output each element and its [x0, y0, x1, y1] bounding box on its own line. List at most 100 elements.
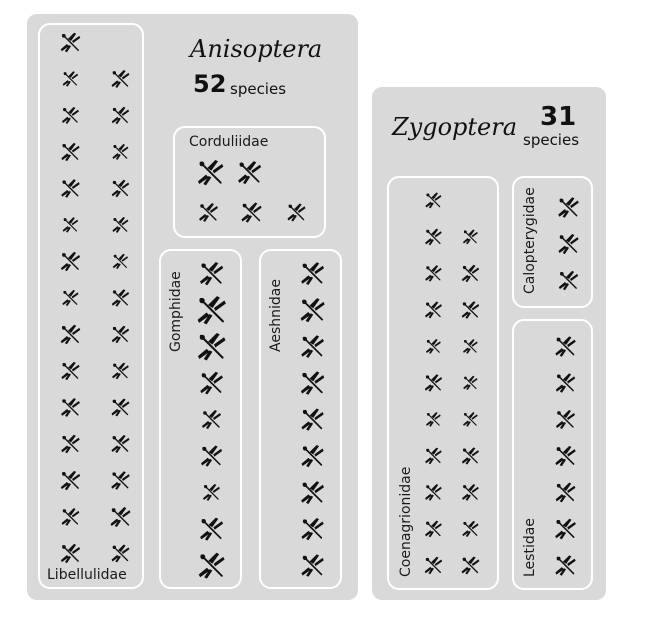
dragonfly-icon [300, 261, 325, 286]
dragonfly-icon [554, 554, 577, 577]
dragonfly-icon [110, 470, 131, 491]
dragonfly-icon [300, 517, 325, 542]
suborder-title: Anisoptera [190, 35, 323, 63]
dragonfly-icon [60, 324, 82, 346]
dragonfly-icon [424, 300, 443, 320]
dragonfly-icon [111, 216, 129, 234]
family-box-coenagrionidae [387, 176, 499, 590]
dragonfly-icon [110, 434, 131, 454]
dragonfly-icon [60, 142, 81, 162]
family-label-libellulidae: Libellulidae [47, 567, 127, 583]
dragonfly-icon [300, 480, 325, 505]
dragonfly-icon [61, 289, 80, 307]
dragonfly-icon [60, 178, 81, 199]
dragonfly-icon [199, 370, 224, 396]
family-box-calopterygidae [512, 176, 593, 308]
species-unit-label: species [230, 80, 287, 98]
dragonfly-icon [198, 202, 219, 223]
dragonfly-icon [197, 159, 225, 187]
dragonfly-icon [554, 335, 577, 358]
dragonfly-icon [460, 555, 481, 576]
dragonfly-icon [461, 520, 480, 538]
dragonfly-icon [111, 288, 130, 308]
dragonfly-icon [554, 517, 577, 541]
dragonfly-icon [111, 143, 129, 161]
dragonfly-icon [462, 375, 479, 391]
dragonfly-icon [196, 331, 227, 362]
dragonfly-icon [200, 444, 223, 468]
dragonfly-icon [60, 434, 81, 454]
dragonfly-icon [237, 160, 262, 185]
dragonfly-icon [425, 411, 442, 428]
dragonfly-icon [300, 553, 325, 578]
dragonfly-icon [424, 483, 443, 502]
dragonfly-icon [111, 325, 130, 344]
family-box-libellulidae [38, 23, 144, 589]
dragonfly-icon [201, 409, 222, 430]
dragonfly-icon [555, 372, 576, 394]
dragonfly-icon [424, 519, 443, 538]
dragonfly-icon [60, 543, 81, 564]
dragonfly-icon [110, 69, 131, 89]
dragonfly-icon [110, 397, 131, 418]
dragonfly-icon [240, 201, 263, 224]
dragonfly-icon [300, 370, 326, 396]
dragonfly-icon [199, 516, 224, 542]
dragonfly-icon [424, 228, 443, 246]
dragonfly-icon [424, 447, 443, 465]
dragonfly-icon [558, 270, 579, 291]
dragonfly-icon [60, 361, 81, 381]
dragonfly-icon [461, 300, 480, 320]
dragonfly-icon [557, 233, 580, 255]
dragonfly-icon [424, 373, 443, 393]
family-label-corduliidae: Corduliidae [189, 134, 269, 150]
dragonfly-icon [62, 70, 79, 88]
dragonfly-icon [111, 106, 130, 125]
dragonfly-icon [62, 216, 79, 234]
family-box-lestidae [512, 319, 593, 590]
dragonfly-icon [462, 228, 479, 245]
species-count: 31 [540, 102, 577, 132]
dragonfly-icon [286, 202, 307, 223]
dragonfly-icon [300, 334, 325, 359]
dragonfly-icon [461, 264, 480, 283]
dragonfly-icon [424, 556, 443, 575]
dragonfly-icon [61, 106, 80, 125]
dragonfly-icon [424, 191, 442, 209]
dragonfly-icon [461, 483, 480, 502]
dragonfly-icon [60, 507, 80, 527]
dragonfly-icon [555, 409, 576, 430]
dragonfly-icon [202, 483, 221, 502]
dragonfly-icon [111, 179, 130, 198]
species-unit-label: species [523, 131, 580, 149]
family-box-corduliidae [173, 126, 326, 238]
dragonfly-icon [300, 407, 325, 432]
dragonfly-icon [461, 446, 480, 466]
dragonfly-icon [462, 338, 479, 355]
dragonfly-icon [60, 251, 81, 272]
species-count: 52 [193, 70, 227, 98]
dragonfly-icon [300, 444, 325, 469]
family-box-gomphidae [159, 249, 242, 589]
dragonfly-icon [60, 32, 82, 54]
dragonfly-icon [110, 543, 131, 564]
dragonfly-icon [425, 338, 442, 355]
dragonfly-icon [111, 361, 130, 380]
dragonfly-icon [557, 196, 580, 219]
dragonfly-icon [197, 551, 226, 580]
dragonfly-icon [199, 261, 225, 287]
dragonfly-icon [554, 445, 577, 467]
dragonfly-icon [424, 264, 443, 283]
dragonfly-icon [112, 253, 129, 270]
suborder-title: Zygoptera [392, 113, 518, 141]
dragonfly-icon [462, 411, 479, 428]
dragonfly-icon [299, 297, 326, 324]
family-box-aeshnidae [259, 249, 342, 589]
dragonfly-icon [60, 470, 81, 491]
dragonfly-icon [109, 506, 132, 528]
dragonfly-icon [196, 295, 227, 326]
dragonfly-icon [554, 481, 577, 504]
dragonfly-icon [60, 397, 81, 418]
